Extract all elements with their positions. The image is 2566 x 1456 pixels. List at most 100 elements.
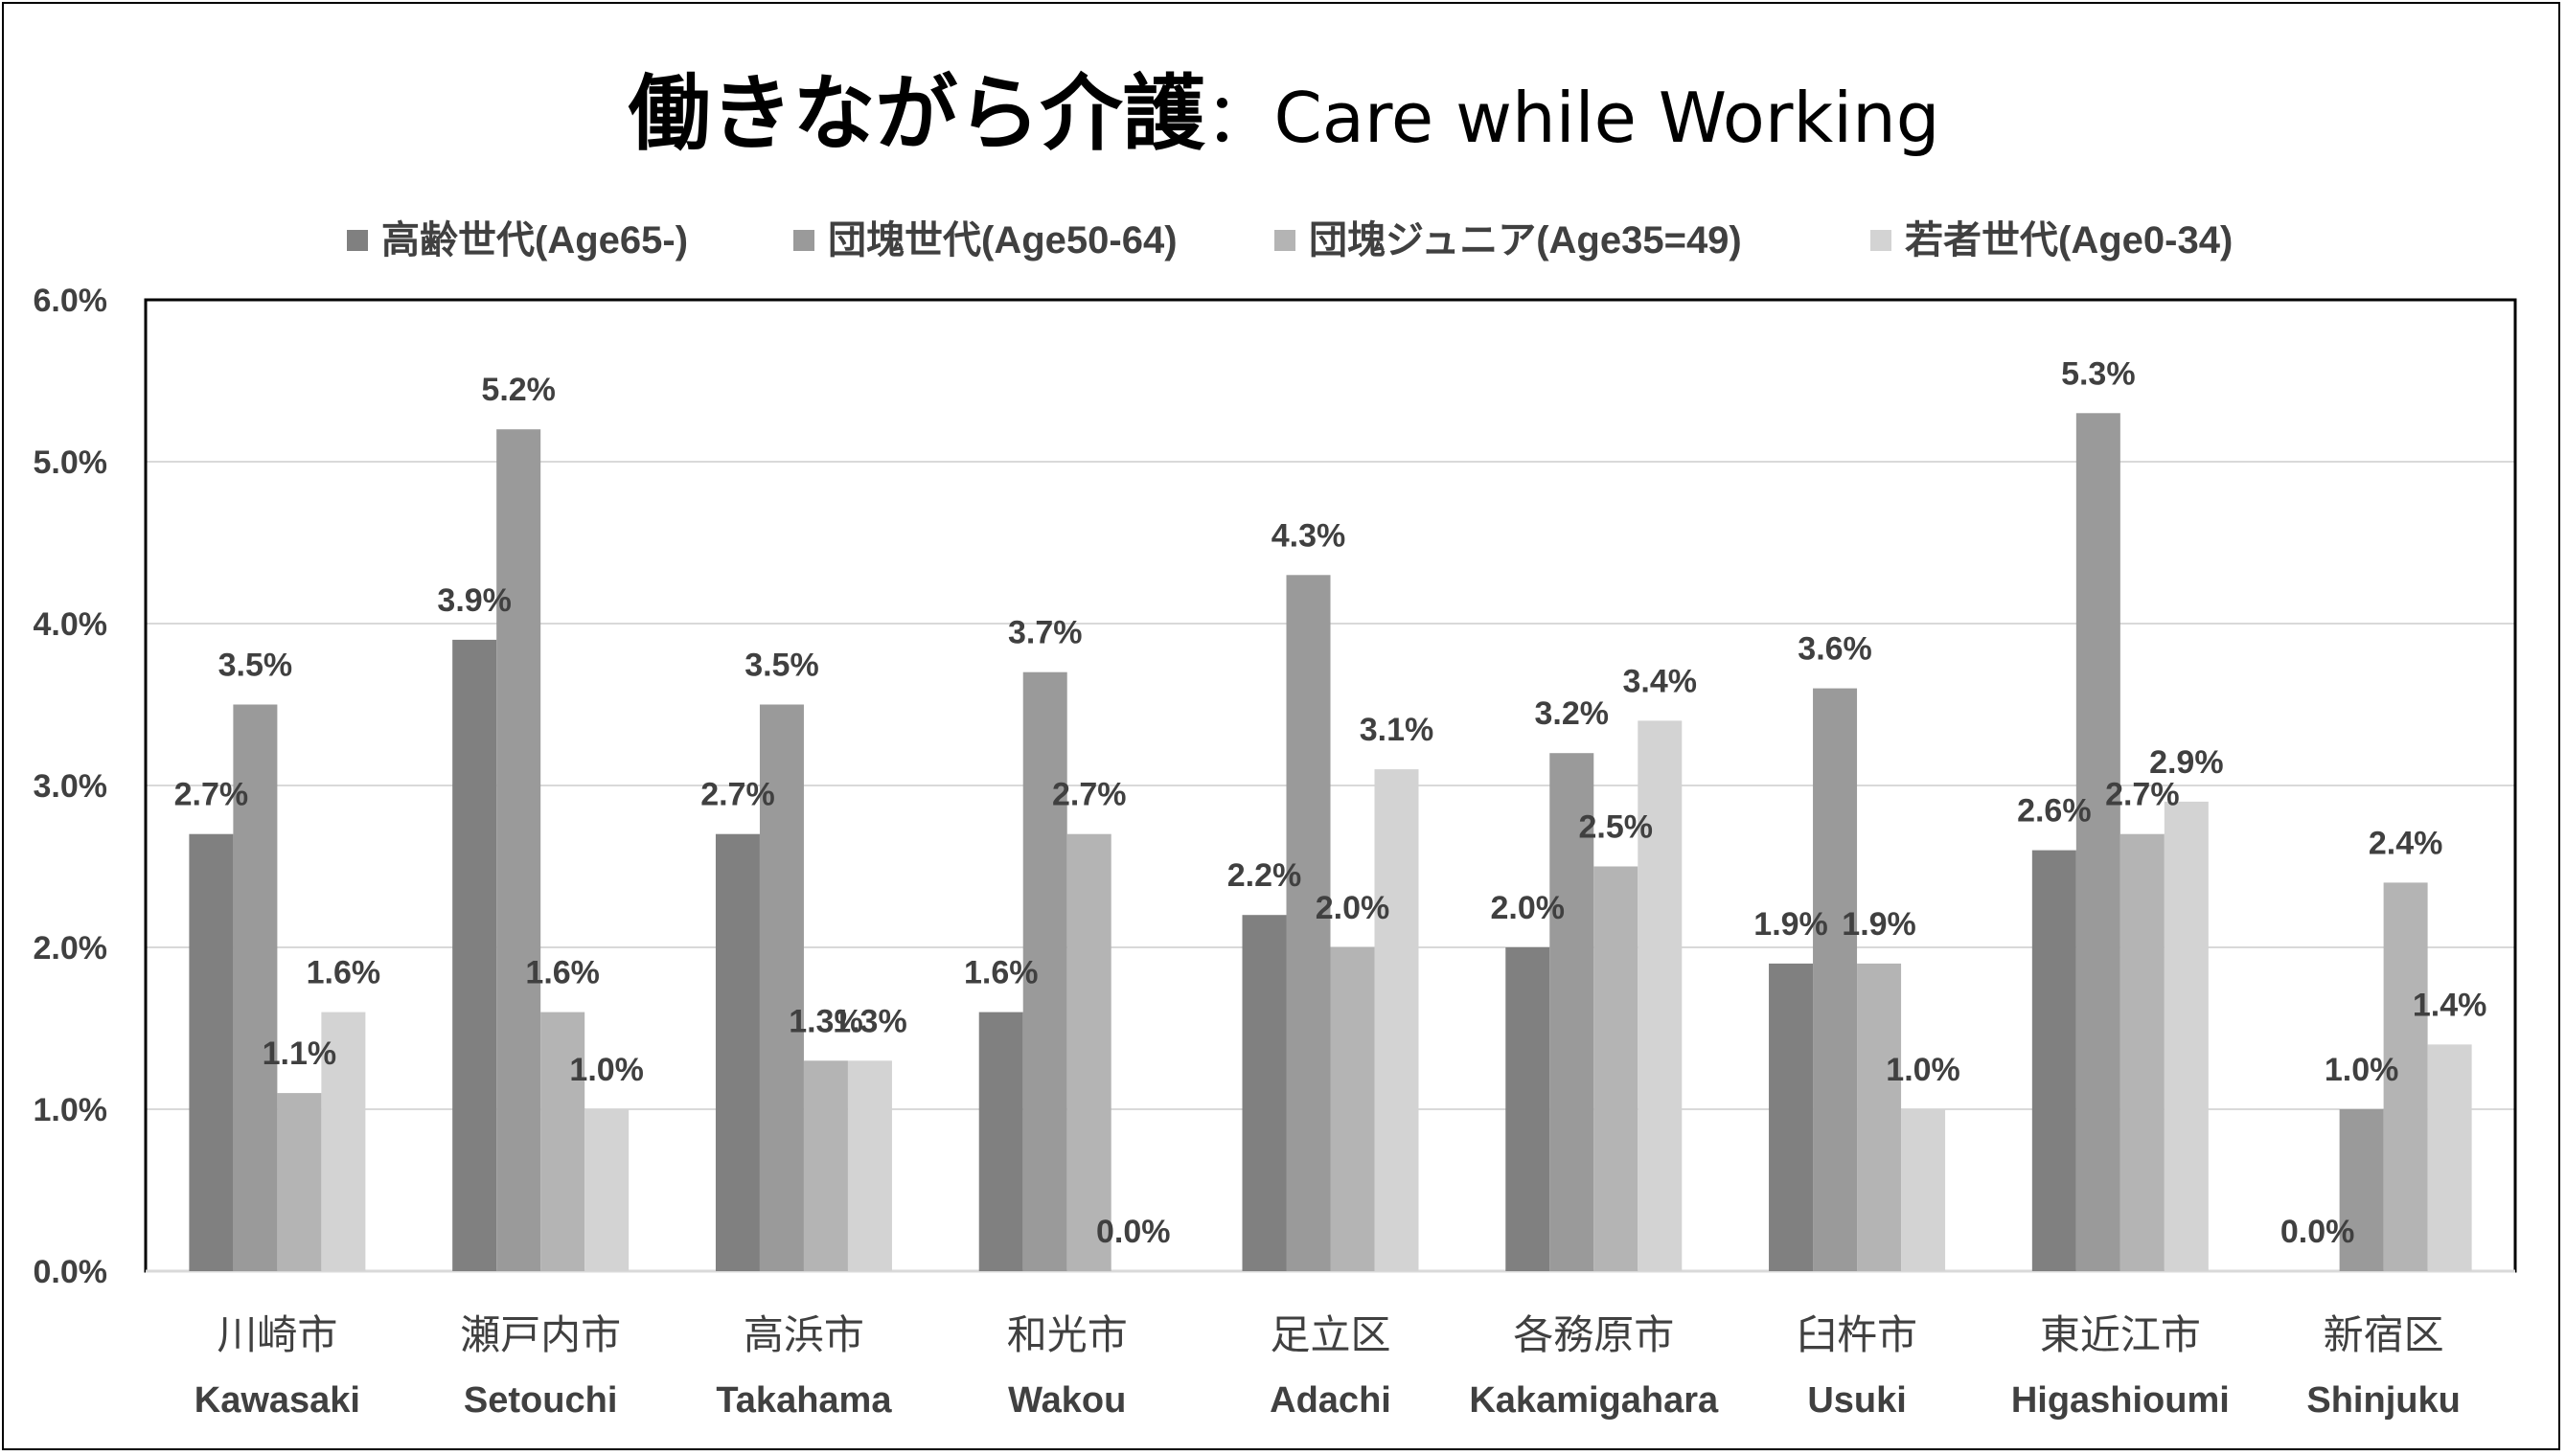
x-category-label-jp: 足立区 [1270,1311,1390,1358]
legend-swatch [1274,230,1295,251]
bar [540,1012,585,1271]
data-label: 1.9% [1753,906,1828,943]
y-tick-label: 5.0% [34,444,108,481]
data-label: 1.4% [2413,987,2487,1023]
x-category-label-jp: 瀬戸内市 [460,1311,621,1358]
bar [1549,753,1594,1271]
data-label: 2.9% [2149,744,2224,781]
data-label: 3.4% [1623,663,1698,699]
legend-item: 若者世代(Age0-34) [1870,219,2233,262]
bar [496,429,541,1271]
bar [1505,947,1550,1271]
x-category-label-en: Kakamigahara [1469,1380,1719,1421]
bar [2383,882,2428,1271]
data-label: 2.4% [2369,825,2443,861]
y-axis: 0.0% 1.0% 2.0% 3.0% 4.0% 5.0% 6.0% [34,283,108,1290]
x-category-label-jp: 高浜市 [744,1311,864,1358]
data-label: 3.9% [437,582,512,619]
y-tick-label: 1.0% [34,1092,108,1128]
bar [1857,963,1902,1271]
legend-item: 団塊世代(Age50-64) [793,219,1178,262]
bar [715,833,760,1271]
chart-title-en: Care while Working [1274,78,1940,158]
data-label: 3.5% [745,648,819,684]
bar [1813,688,1858,1271]
legend-swatch [793,230,814,251]
data-label: 1.0% [569,1052,644,1088]
bar [321,1012,366,1271]
data-label: 0.0% [2280,1214,2355,1250]
bars [189,413,2472,1271]
data-label: 2.7% [174,777,249,813]
x-category-label-jp: 和光市 [1007,1311,1128,1358]
bar [1066,833,1111,1271]
bar [1022,671,1067,1271]
svg-text:働きながら介護：Care while Working: 働きながら介護：Care while Working [629,66,1940,162]
bar [233,704,278,1271]
data-label: 2.7% [700,777,775,813]
legend-label: 高齢世代(Age65-) [381,219,688,262]
data-label: 3.6% [1798,631,1872,668]
bar [803,1060,848,1271]
data-label: 1.6% [307,955,381,991]
bar [2119,833,2165,1271]
legend-label: 団塊ジュニア(Age35=49) [1309,219,1742,262]
legend-item: 高齢世代(Age65-) [347,219,688,262]
x-category-label-jp: 新宿区 [2324,1311,2444,1358]
bar [759,704,804,1271]
data-label: 3.2% [1535,695,1610,732]
data-label: 3.1% [1360,712,1434,748]
bar [584,1109,630,1271]
x-axis: 川崎市 Kawasaki 瀬戸内市 Setouchi 高浜市 Takahama 和光市 Wak… [195,1311,2461,1421]
x-category-label-jp: 川崎市 [217,1311,337,1358]
legend-swatch [347,230,368,251]
x-category-label-en: Shinjuku [2306,1380,2460,1421]
bar [978,1012,1023,1271]
bar [189,833,234,1271]
bar [1638,720,1683,1271]
x-category-label-en: Kawasaki [195,1380,360,1421]
data-label: 1.6% [525,955,600,991]
bar [1330,947,1375,1271]
data-label: 1.6% [964,955,1039,991]
legend-item: 団塊ジュニア(Age35=49) [1274,219,1742,262]
bar [1374,769,1419,1271]
bar [1286,575,1331,1271]
data-label: 2.2% [1227,857,1302,894]
legend: 高齢世代(Age65-) 団塊世代(Age50-64) 団塊ジュニア(Age35=4… [347,219,2233,262]
x-category-label-en: Takahama [716,1380,892,1421]
legend-label: 団塊世代(Age50-64) [828,219,1178,262]
data-labels: 2.7% 3.5% 1.1% 1.6% 3.9% 5.2% 1.6% 1.0% 2.7% 3.5%… [174,355,2487,1250]
data-label: 3.5% [218,648,293,684]
y-tick-label: 2.0% [34,930,108,967]
data-label: 1.3% [833,1003,907,1039]
data-label: 0.0% [1096,1214,1171,1250]
data-label: 1.0% [2325,1052,2399,1088]
chart-title-separator: ： [1205,78,1274,158]
data-label: 2.0% [1316,890,1390,926]
y-tick-label: 0.0% [34,1254,108,1290]
bar [2339,1109,2384,1271]
bar [847,1060,892,1271]
y-tick-label: 6.0% [34,283,108,319]
x-category-label-jp: 臼杵市 [1797,1311,1917,1358]
data-label: 2.7% [2105,777,2180,813]
bar [1242,915,1287,1271]
data-label: 1.0% [1886,1052,1960,1088]
x-category-label-en: Higashioumi [2011,1380,2230,1421]
data-label: 3.7% [1008,615,1083,651]
x-category-label-en: Adachi [1270,1380,1391,1421]
data-label: 5.2% [481,372,556,408]
bar [2075,413,2120,1271]
chart-title: 働きながら介護：Care while Working [629,66,1940,162]
y-tick-label: 3.0% [34,768,108,805]
data-label: 4.3% [1272,517,1346,554]
chart-title-jp: 働きながら介護 [629,66,1206,162]
data-label: 1.3% [789,1003,863,1039]
data-label: 1.1% [263,1035,337,1072]
legend-swatch [1870,230,1891,251]
bar [1769,963,1814,1271]
data-label: 2.5% [1579,809,1654,846]
bar [1593,866,1638,1271]
